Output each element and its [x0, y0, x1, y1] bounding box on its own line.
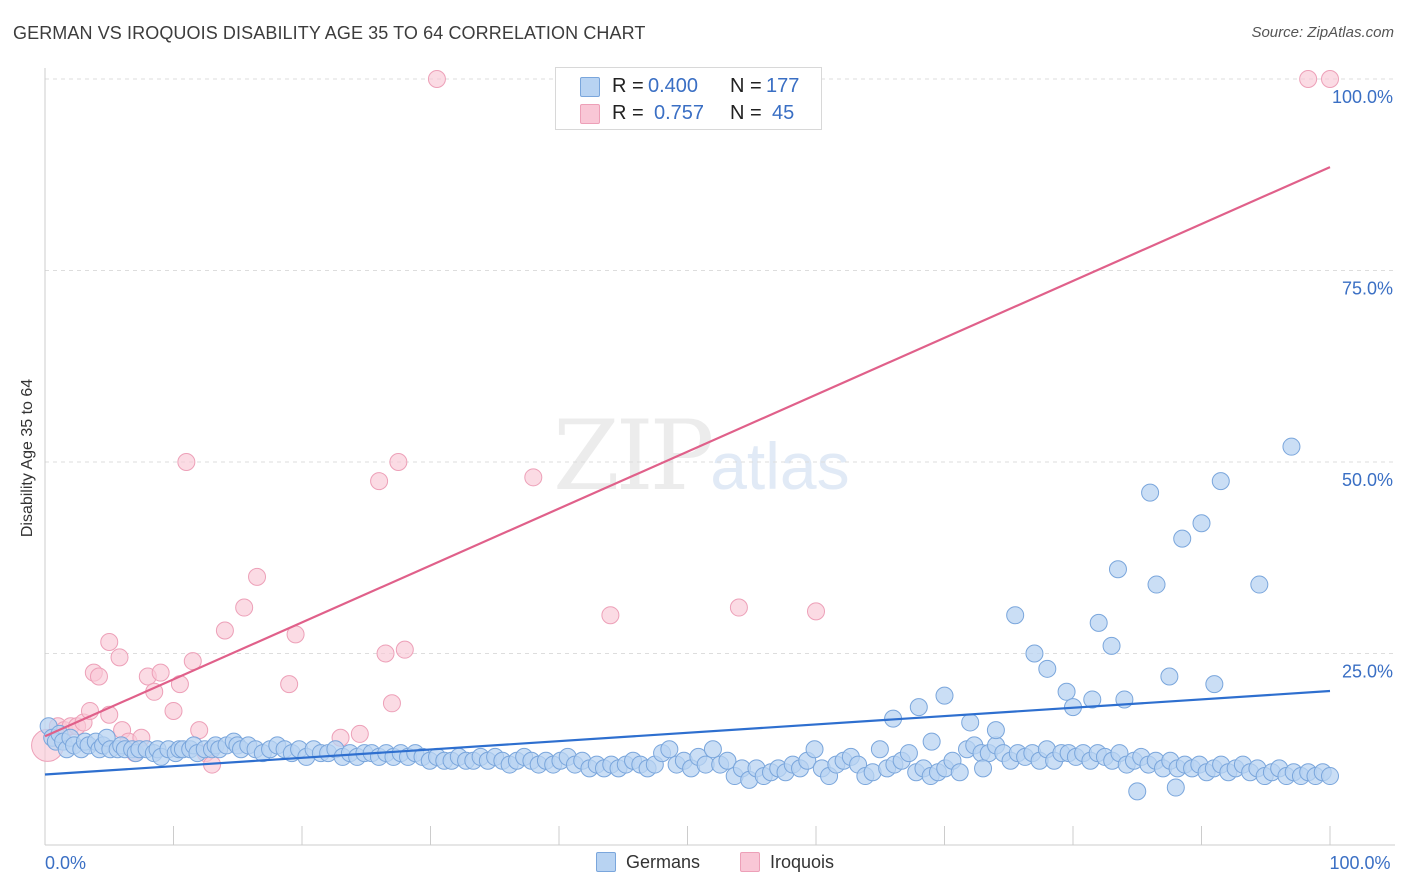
germans-point-107 [718, 751, 737, 770]
germans-point-high-17 [1250, 575, 1269, 594]
trend-lines-layer [44, 166, 1331, 776]
tick-labels-layer: 25.0% 50.0% 75.0% 100.0% 0.0% 100.0% [45, 87, 1393, 873]
grid-layer [45, 78, 1395, 654]
iroquois-point-10 [100, 633, 119, 652]
watermark: ZIPatlas [553, 400, 850, 512]
germans-point-high-21 [961, 713, 980, 732]
iroquois-point-33 [370, 472, 389, 491]
germans-point-high-7 [1102, 636, 1121, 655]
germans-point-high-27 [1166, 778, 1185, 797]
germans-point-190 [1321, 767, 1339, 786]
iroquois-point-35 [382, 694, 401, 713]
source-attribution: Source: ZipAtlas.com [1251, 24, 1394, 41]
germans-point-119 [805, 740, 824, 759]
iroquois-point-28 [248, 567, 267, 586]
germans-n-value: 177 [766, 75, 800, 97]
iroquois-point-39 [524, 468, 543, 487]
iroquois-points-layer [31, 70, 1339, 774]
germans-point-132 [899, 744, 918, 763]
germans-point-high-22 [935, 686, 954, 705]
iroquois-trend-line [44, 166, 1331, 738]
germans-point-high-12 [1160, 667, 1179, 686]
germans-n-label: N = [730, 75, 762, 97]
iroquois-point-36 [389, 453, 408, 471]
watermark-atlas: atlas [710, 429, 850, 503]
iroquois-point-27 [235, 598, 254, 617]
germans-point-high-20 [986, 721, 1005, 740]
y-tick-label-3: 100.0% [1332, 87, 1393, 107]
iroquois-swatch [580, 104, 600, 124]
iroquois-point-8 [89, 667, 108, 686]
y-tick-label-0: 25.0% [1342, 662, 1393, 682]
germans-point-high-18 [1282, 437, 1301, 456]
iroquois-point-11 [110, 648, 129, 667]
iroquois-point-19 [164, 701, 183, 720]
germans-point-high-3 [1057, 682, 1076, 701]
germans-point-high-16 [1211, 472, 1230, 491]
germans-point-139 [950, 763, 969, 782]
iroquois-point-41 [729, 598, 748, 617]
x-tick-label-0: 0.0% [45, 853, 86, 873]
germans-point-high-2 [1038, 659, 1057, 678]
germans-r-label: R = [612, 75, 644, 97]
germans-point-high-14 [1192, 514, 1211, 533]
axis-layer [44, 68, 1395, 846]
iroquois-point-42 [807, 602, 825, 621]
germans-point-high-19 [974, 759, 993, 778]
germans-point-high-0 [1006, 606, 1025, 625]
germans-point-high-26 [1128, 782, 1147, 801]
bottom-iroquois-swatch [740, 852, 760, 872]
correlation-legend: R = 0.400 N = 177 R = 0.757 N = 45 [555, 67, 822, 130]
chart-title: GERMAN VS IROQUOIS DISABILITY AGE 35 TO … [13, 23, 646, 43]
iroquois-point-40 [601, 606, 620, 625]
germans-r-value: 0.400 [648, 75, 699, 97]
germans-point-high-8 [1108, 560, 1127, 579]
iroquois-point-23 [190, 721, 209, 740]
germans-point-high-11 [1147, 575, 1166, 594]
bottom-legend-germans: Germans [596, 852, 700, 873]
germans-point-high-15 [1205, 675, 1224, 694]
germans-point-high-23 [922, 732, 941, 751]
watermark-zip: ZIP [553, 400, 714, 512]
germans-point-high-5 [1083, 690, 1102, 709]
germans-point-128 [870, 740, 889, 759]
iroquois-point-32 [350, 724, 369, 743]
iroquois-n-value: 45 [772, 102, 795, 124]
iroquois-point-38 [427, 70, 446, 88]
iroquois-r-label: R = [612, 102, 644, 124]
iroquois-point-29 [280, 675, 299, 694]
germans-points-layer [39, 437, 1339, 801]
iroquois-point-21 [177, 453, 196, 471]
iroquois-n-label: N = [730, 102, 762, 124]
x-tick-label-1: 100.0% [1329, 853, 1390, 873]
iroquois-r-value: 0.757 [654, 102, 705, 124]
bottom-germans-swatch [596, 852, 616, 872]
germans-point-105 [703, 740, 722, 759]
iroquois-point-44 [1321, 70, 1339, 88]
iroquois-point-43 [1299, 70, 1318, 88]
germans-point-99 [660, 740, 679, 759]
germans-point-high-6 [1089, 613, 1108, 632]
iroquois-point-26 [215, 621, 234, 640]
germans-point-high-1 [1025, 644, 1044, 663]
iroquois-point-34 [376, 644, 395, 663]
y-tick-label-1: 50.0% [1342, 470, 1393, 490]
y-tick-label-2: 75.0% [1342, 279, 1393, 299]
iroquois-point-37 [395, 640, 414, 659]
germans-point-high-24 [909, 698, 928, 717]
germans-point-high-10 [1141, 483, 1160, 502]
bottom-iroquois-label: Iroquois [770, 852, 835, 872]
bottom-germans-label: Germans [626, 852, 701, 872]
germans-swatch [580, 77, 600, 97]
bottom-legend-iroquois: Iroquois [740, 852, 834, 873]
iroquois-point-18 [151, 663, 170, 682]
germans-point-high-13 [1173, 529, 1192, 548]
germans-trend-line [44, 689, 1331, 776]
